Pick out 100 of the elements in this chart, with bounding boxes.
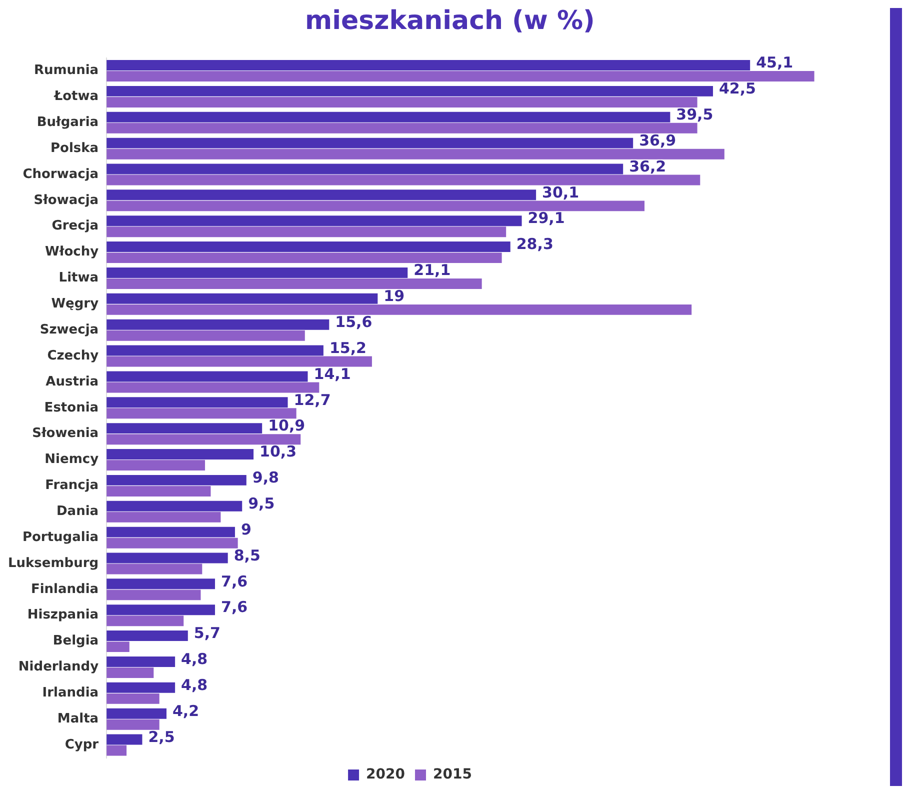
y-tick-label: Chorwacja	[22, 166, 99, 182]
data-label: 39,5	[676, 106, 714, 124]
bar	[106, 668, 154, 678]
bar	[106, 526, 235, 538]
y-tick-label: Finlandia	[30, 582, 99, 597]
data-label: 15,2	[329, 338, 366, 357]
bar	[106, 486, 211, 496]
y-tick-label: Malta	[57, 711, 99, 726]
bar	[106, 552, 228, 564]
y-tick-label: Węgry	[51, 296, 100, 312]
bar	[106, 745, 127, 756]
data-label: 9,5	[248, 494, 275, 513]
y-tick-label: Słowacja	[34, 192, 99, 208]
chart-title: mieszkaniach (w %)	[304, 6, 596, 36]
bar	[106, 330, 305, 341]
data-label: 8,5	[234, 546, 260, 564]
bar	[106, 630, 188, 642]
bar	[106, 226, 506, 238]
bar	[106, 397, 288, 408]
y-tick-label: Litwa	[58, 270, 99, 286]
data-label: 9	[240, 520, 252, 538]
data-label: 2,5	[148, 728, 175, 746]
y-tick-label: Bułgaria	[36, 115, 99, 130]
y-tick-label: Francja	[45, 478, 99, 494]
y-tick-label: Włochy	[45, 244, 100, 260]
y-tick-label: Estonia	[44, 400, 99, 416]
data-label: 12,7	[294, 390, 331, 409]
bar	[106, 200, 644, 212]
bar	[106, 693, 160, 704]
bar	[106, 345, 324, 356]
y-tick-label: Portugalia	[22, 530, 99, 545]
data-label: 30,1	[542, 183, 580, 202]
data-label: 28,3	[516, 235, 554, 254]
bar	[106, 408, 296, 419]
bar	[106, 590, 201, 600]
data-label: 21,1	[414, 261, 451, 280]
data-label: 9,8	[252, 468, 279, 487]
bar	[106, 174, 700, 186]
y-tick-label: Grecja	[52, 218, 99, 234]
bar	[106, 278, 482, 289]
bar	[106, 304, 692, 315]
bar	[106, 578, 216, 590]
y-tick-label: Luksemburg	[8, 556, 99, 571]
data-label: 42,5	[718, 80, 756, 98]
bar	[106, 371, 308, 382]
data-label: 7,6	[221, 572, 248, 590]
data-label: 14,1	[314, 364, 351, 383]
y-tick-label: Irlandia	[42, 686, 99, 701]
data-label: 36,2	[629, 157, 666, 176]
y-tick-label: Hiszpania	[27, 608, 99, 623]
y-tick-label: Polska	[50, 140, 99, 156]
legend-label: 2020	[366, 766, 406, 783]
legend-label: 2015	[433, 766, 472, 783]
data-label: 5,7	[194, 624, 220, 642]
bar	[106, 642, 130, 652]
bar	[106, 112, 670, 122]
data-label: 29,1	[528, 209, 565, 228]
bar	[106, 190, 536, 200]
data-label: 10,3	[260, 442, 297, 461]
bar	[106, 60, 750, 70]
bar	[106, 719, 160, 730]
bar	[106, 423, 262, 434]
data-label: 19	[384, 287, 405, 306]
bar	[106, 216, 522, 226]
y-tick-label: Cypr	[64, 737, 100, 752]
bar	[106, 474, 246, 486]
bar	[106, 449, 254, 460]
bar	[106, 734, 142, 745]
bar	[106, 71, 814, 82]
y-tick-label: Austria	[46, 374, 99, 390]
bar	[106, 604, 216, 616]
data-label: 15,6	[335, 312, 372, 331]
y-tick-label: Łotwa	[53, 89, 99, 104]
bar	[106, 708, 166, 719]
bar	[106, 434, 301, 445]
bar	[106, 512, 221, 522]
bar	[106, 242, 510, 252]
data-label: 4,8	[181, 676, 208, 694]
bar	[106, 656, 176, 667]
y-tick-label: Dania	[56, 504, 99, 520]
y-tick-label: Rumunia	[34, 63, 99, 78]
bar	[106, 122, 698, 134]
bar	[106, 382, 320, 393]
data-label: 4,2	[172, 702, 200, 720]
y-tick-label: Słowenia	[32, 426, 99, 442]
data-label: 36,9	[639, 131, 676, 150]
bar	[106, 293, 378, 304]
bar	[106, 148, 724, 160]
bar	[106, 86, 713, 96]
bar	[106, 564, 202, 574]
bar	[106, 96, 698, 108]
y-tick-label: Niemcy	[44, 452, 100, 468]
bar	[106, 616, 184, 626]
y-tick-label: Belgia	[52, 634, 99, 649]
bar	[106, 538, 238, 548]
data-label: 45,1	[756, 54, 794, 72]
data-label: 7,6	[221, 598, 248, 616]
data-label: 4,8	[181, 650, 208, 668]
bar	[106, 319, 330, 330]
bar	[106, 682, 176, 693]
